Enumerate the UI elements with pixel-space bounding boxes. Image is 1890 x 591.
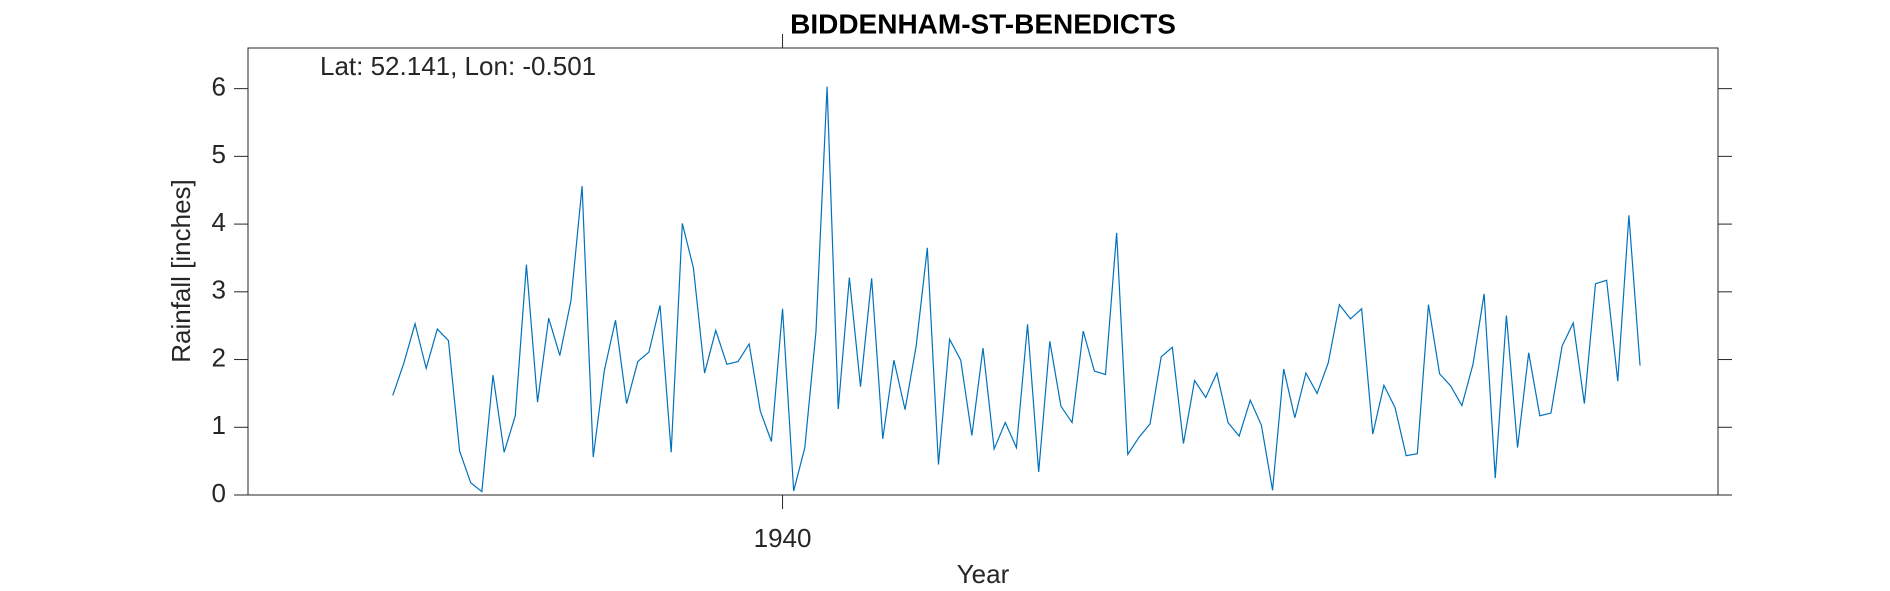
y-tick-label: 6: [212, 72, 226, 102]
data-line: [392, 86, 1641, 493]
x-axis-label: Year: [957, 559, 1010, 589]
y-tick-label: 3: [212, 275, 226, 305]
plot-box: [247, 47, 1719, 496]
y-tick-label: 1: [212, 410, 226, 440]
y-tick-label: 2: [212, 342, 226, 372]
y-tick-label: 0: [212, 478, 226, 508]
annotation: Lat: 52.141, Lon: -0.501: [320, 51, 596, 81]
chart-title: BIDDENHAM-ST-BENEDICTS: [790, 8, 1176, 39]
y-tick-label: 4: [212, 207, 226, 237]
x-tick-label: 1940: [754, 523, 812, 553]
y-tick-label: 5: [212, 139, 226, 169]
y-axis-label: Rainfall [inches]: [166, 179, 196, 363]
